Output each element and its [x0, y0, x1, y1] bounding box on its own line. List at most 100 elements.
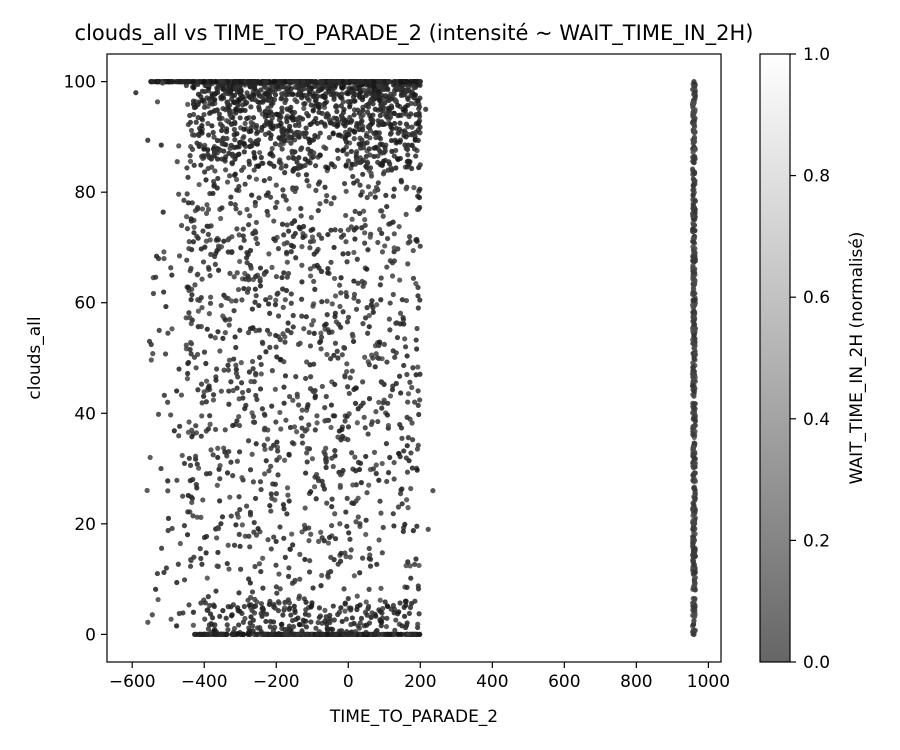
data-point: [288, 104, 294, 110]
data-point: [327, 79, 333, 85]
data-point: [306, 422, 312, 428]
data-point: [228, 513, 234, 519]
data-point: [165, 527, 171, 534]
data-point: [345, 250, 351, 257]
data-point: [690, 309, 696, 315]
data-point: [253, 328, 259, 334]
data-point: [357, 570, 363, 576]
data-point: [352, 628, 359, 635]
data-point: [189, 200, 195, 206]
data-point: [245, 438, 252, 444]
data-point: [218, 302, 224, 309]
data-point: [342, 608, 348, 614]
data-point: [410, 437, 416, 443]
data-point: [243, 255, 250, 261]
data-point: [365, 330, 371, 336]
data-point: [207, 300, 214, 306]
data-point: [249, 451, 255, 457]
data-point: [298, 296, 305, 302]
data-point: [204, 202, 210, 208]
data-point: [290, 151, 296, 157]
data-point: [401, 448, 407, 454]
data-point: [311, 150, 317, 156]
data-point: [149, 612, 155, 618]
data-point: [691, 470, 698, 476]
data-point: [250, 623, 256, 629]
data-point: [256, 107, 263, 113]
data-point: [242, 101, 248, 107]
data-point: [303, 624, 310, 630]
data-point: [415, 621, 421, 627]
data-point: [403, 598, 409, 604]
data-point: [186, 419, 192, 425]
data-point: [407, 604, 414, 611]
data-point: [303, 172, 310, 178]
data-point: [325, 165, 331, 171]
data-point: [310, 585, 316, 591]
data-point: [299, 313, 305, 319]
data-point: [168, 412, 174, 418]
data-point: [285, 627, 291, 633]
data-point: [163, 565, 170, 571]
data-point: [355, 495, 361, 501]
data-point: [216, 111, 222, 117]
data-point: [415, 402, 421, 408]
data-point: [281, 241, 287, 247]
data-point: [203, 360, 209, 367]
data-point: [351, 291, 358, 297]
data-point: [206, 311, 212, 317]
data-point: [297, 551, 303, 557]
data-point: [217, 348, 223, 354]
data-point: [225, 79, 231, 85]
data-point: [405, 96, 411, 102]
data-point: [230, 602, 236, 608]
colorbar-tick-label: 0.6: [803, 288, 830, 308]
data-point: [283, 417, 289, 423]
data-point: [346, 411, 352, 417]
data-point: [690, 505, 696, 511]
data-point: [376, 477, 382, 483]
data-point: [367, 556, 374, 562]
data-point: [206, 132, 212, 138]
data-point: [274, 199, 280, 205]
data-point: [187, 153, 193, 159]
data-point: [344, 259, 350, 265]
data-point: [382, 599, 388, 605]
data-point: [332, 293, 339, 299]
data-point: [265, 97, 271, 103]
data-point: [322, 184, 328, 190]
data-point: [691, 321, 698, 328]
data-point: [399, 501, 405, 507]
data-point: [276, 135, 282, 141]
data-point: [345, 158, 352, 164]
data-point: [403, 622, 410, 629]
data-point: [396, 609, 402, 615]
data-point: [272, 481, 278, 487]
data-point: [362, 425, 368, 431]
data-point: [358, 114, 364, 120]
data-point: [304, 459, 310, 465]
data-point: [225, 85, 231, 92]
data-point: [405, 152, 411, 158]
data-point: [183, 342, 189, 348]
data-point: [259, 94, 265, 100]
data-point: [303, 618, 309, 624]
data-point: [258, 361, 264, 368]
data-point: [191, 230, 197, 236]
data-point: [341, 344, 347, 351]
data-point: [288, 140, 294, 146]
data-point: [246, 277, 252, 283]
data-point: [273, 182, 279, 188]
data-point: [351, 573, 357, 579]
data-point: [412, 79, 418, 85]
data-point: [401, 321, 407, 327]
data-point: [381, 121, 387, 127]
data-point: [689, 166, 696, 172]
data-point: [379, 460, 385, 467]
data-point: [253, 441, 259, 447]
data-point: [184, 165, 190, 171]
data-point: [364, 305, 370, 311]
data-point: [691, 545, 698, 551]
data-point: [416, 411, 422, 418]
data-point: [690, 416, 696, 422]
